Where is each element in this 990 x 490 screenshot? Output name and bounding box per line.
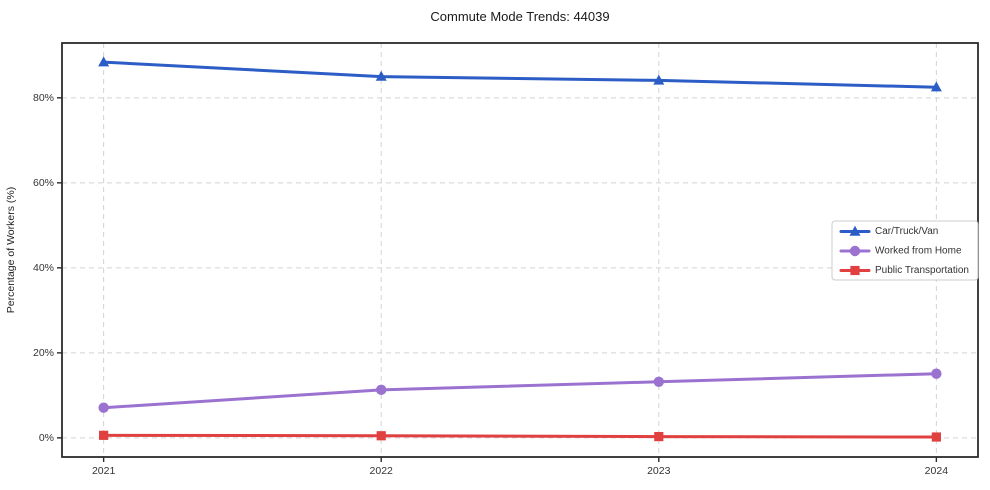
series-public-transportation (99, 430, 941, 442)
marker-car-truck-van-2024 (930, 81, 942, 92)
y-tick-label-0: 0% (39, 432, 54, 444)
y-tick-label-80: 80% (33, 92, 54, 104)
legend-item-car-truck-van: Car/Truck/Van (839, 225, 938, 237)
series-line-car-truck-van (102, 60, 938, 89)
x-tick-label-2023: 2023 (647, 465, 671, 477)
legend-box (831, 220, 979, 281)
marker-public-transportation-2021 (99, 430, 109, 440)
x-tick-label-2022: 2022 (370, 465, 394, 477)
series-line-public-transportation (102, 433, 938, 439)
legend-item-public-transportation: Public Transportation (839, 265, 969, 276)
legend-marker-triangle-icon (849, 225, 861, 236)
axes-layer: 0% 20% 40% 60% 80% 2021 2022 2023 2024 (33, 42, 979, 477)
series-car-truck-van (98, 56, 942, 92)
legend-marker-circle-icon (849, 245, 861, 257)
series-layer (98, 56, 942, 442)
legend-label-public-transportation: Public Transportation (875, 265, 969, 276)
marker-public-transportation-2024 (931, 432, 941, 442)
marker-public-transportation-2023 (654, 431, 664, 442)
x-tick-label-2024: 2024 (925, 465, 949, 477)
legend-label-car-truck-van: Car/Truck/Van (875, 226, 938, 237)
marker-car-truck-van-2022 (375, 70, 387, 81)
marker-worked-from-home-2023 (653, 376, 664, 387)
legend: Car/Truck/Van Worked from Home Public Tran… (831, 220, 979, 281)
x-tick-label-2021: 2021 (92, 465, 116, 477)
legend-item-worked-from-home: Worked from Home (839, 245, 962, 257)
series-worked-from-home (98, 368, 942, 413)
chart-title: Commute Mode Trends: 44039 (430, 9, 609, 24)
y-tick-label-40: 40% (33, 262, 54, 274)
marker-worked-from-home-2021 (98, 402, 109, 413)
y-tick-label-20: 20% (33, 347, 54, 359)
series-line-worked-from-home (102, 372, 938, 410)
marker-worked-from-home-2022 (376, 384, 387, 396)
legend-marker-square-icon (850, 265, 860, 276)
marker-public-transportation-2022 (376, 431, 386, 441)
legend-label-worked-from-home: Worked from Home (875, 246, 962, 257)
y-tick-label-60: 60% (33, 177, 54, 189)
marker-car-truck-van-2021 (98, 56, 110, 67)
marker-car-truck-van-2023 (653, 74, 665, 85)
marker-worked-from-home-2024 (931, 368, 942, 379)
y-axis-label: Percentage of Workers (%) (5, 187, 17, 313)
